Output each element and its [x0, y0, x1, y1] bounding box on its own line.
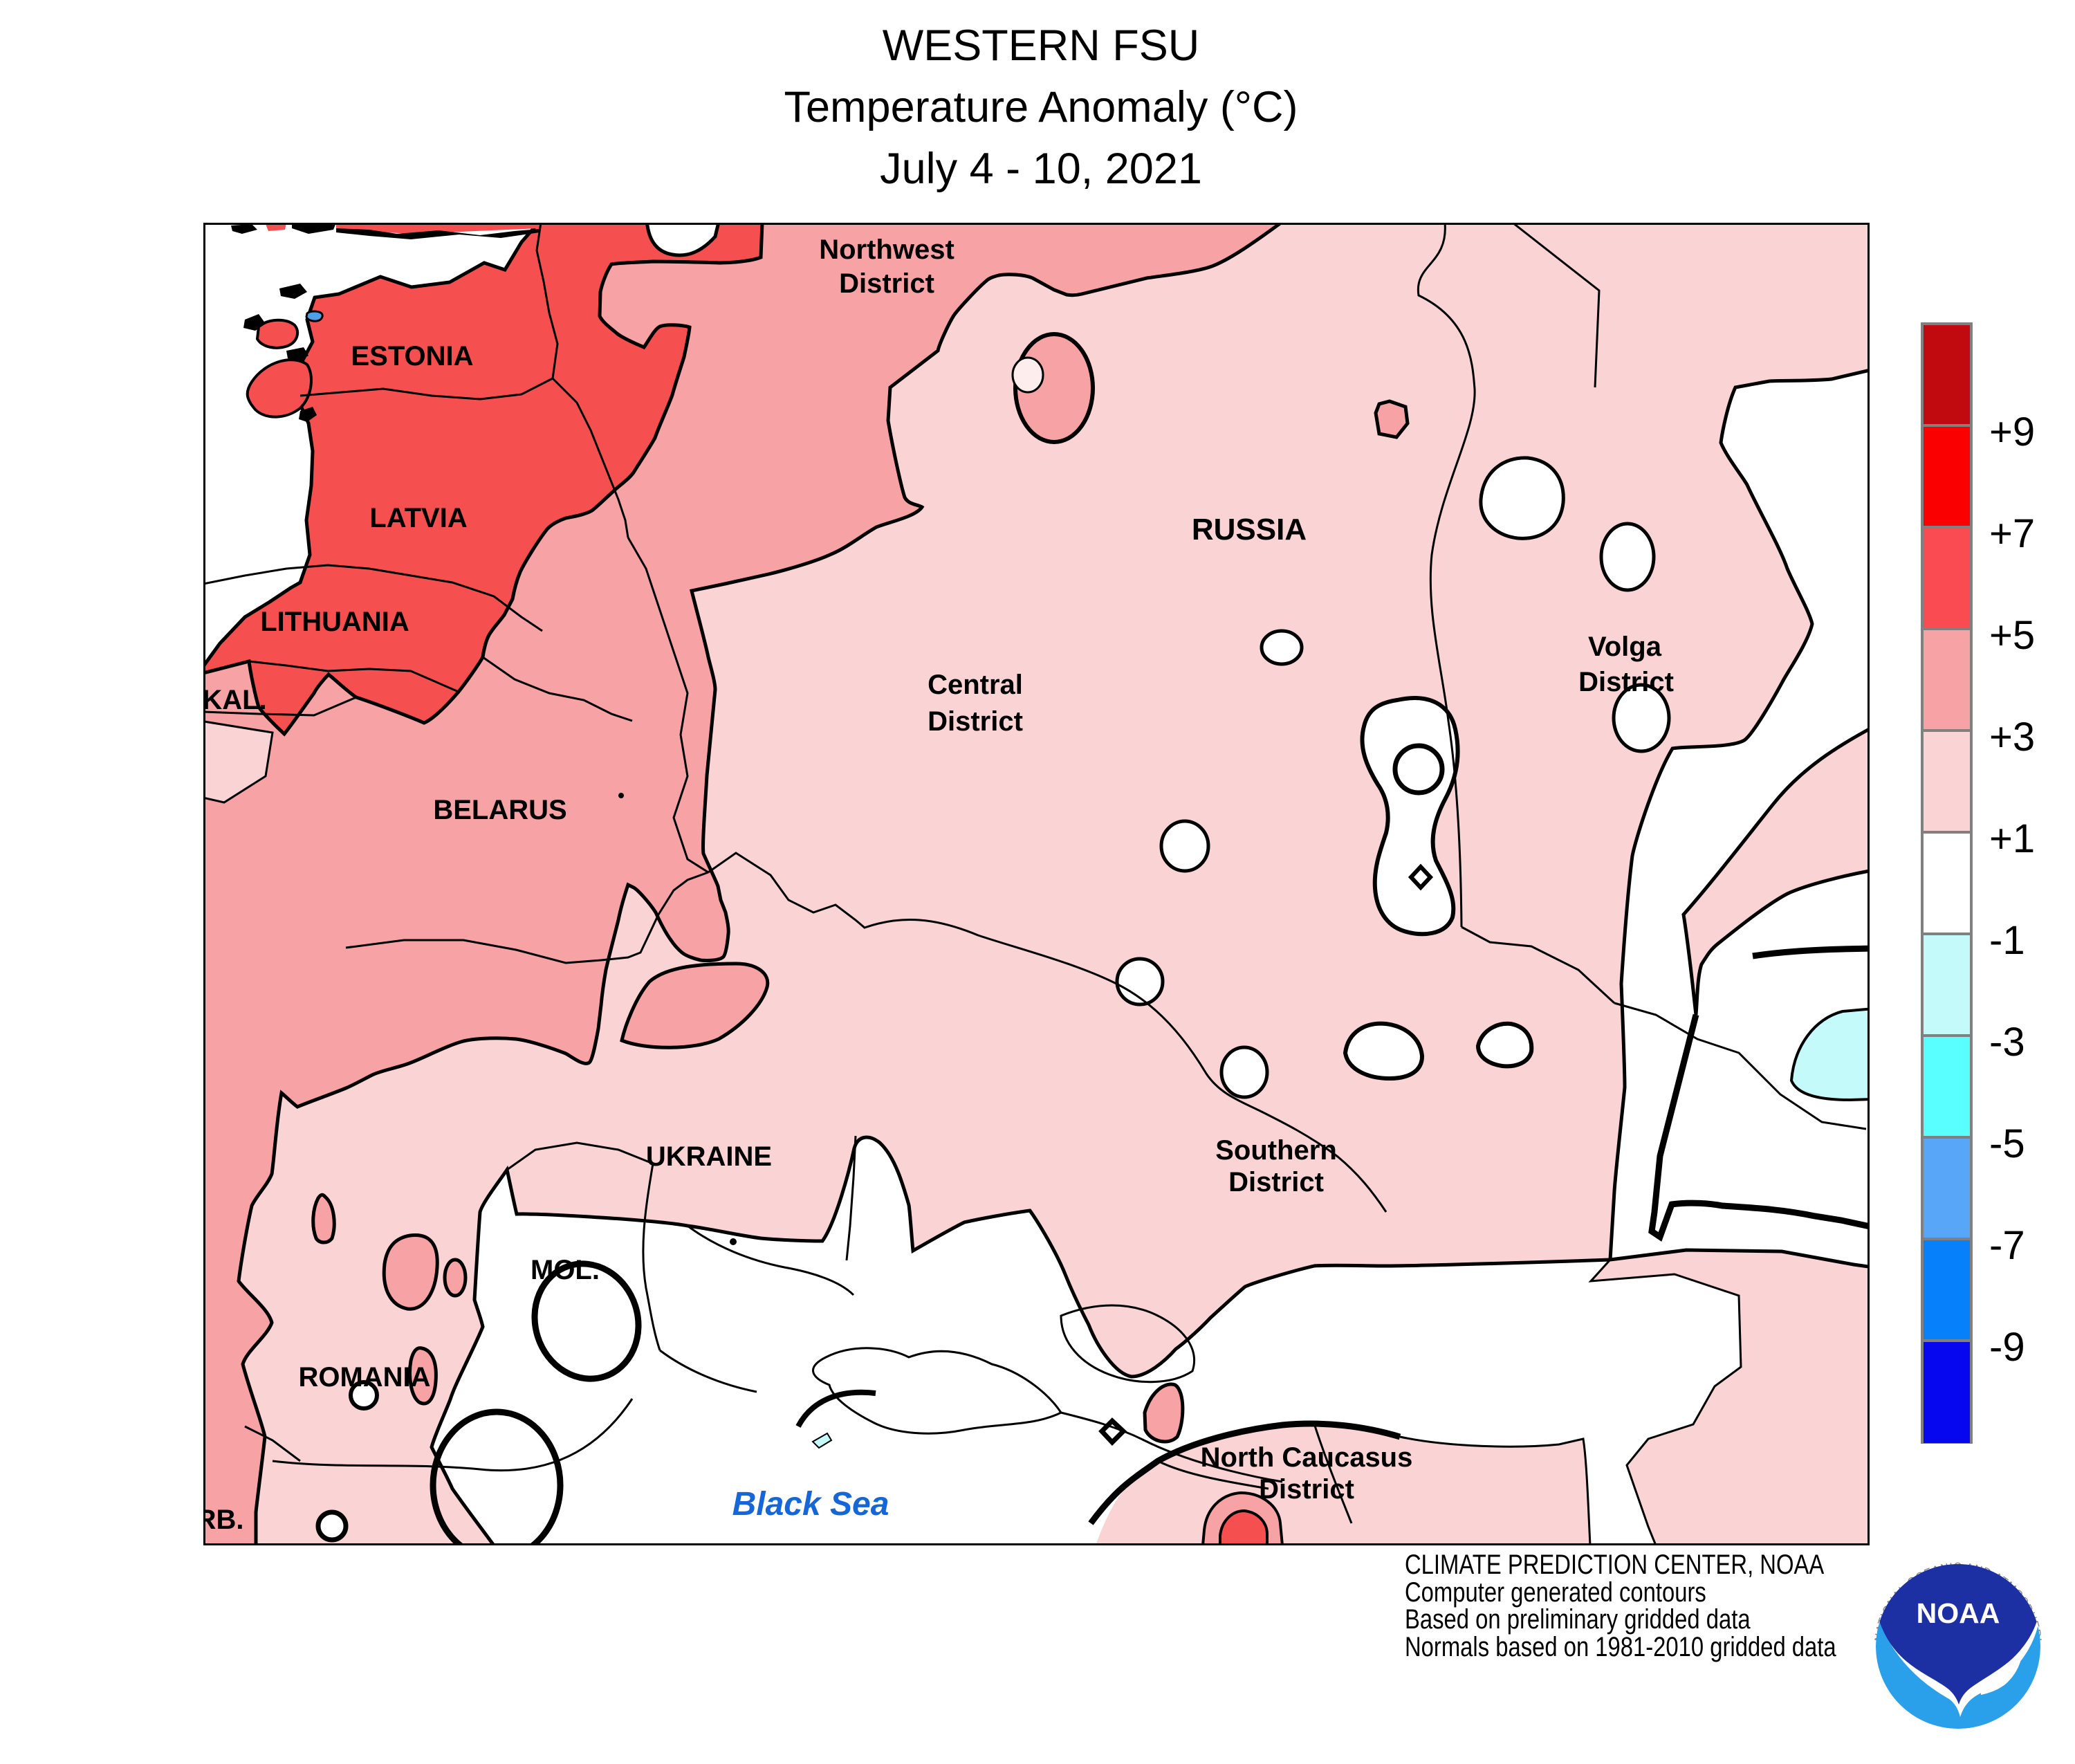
svg-text:RB.: RB. [203, 1505, 243, 1535]
svg-text:District: District [928, 706, 1023, 737]
svg-text:District: District [1259, 1474, 1354, 1505]
svg-text:ROMANIA: ROMANIA [298, 1362, 430, 1393]
svg-text:Central: Central [928, 670, 1023, 700]
svg-text:Black Sea: Black Sea [732, 1486, 889, 1523]
svg-text:LATVIA: LATVIA [369, 503, 467, 533]
svg-text:Northwest: Northwest [819, 235, 954, 265]
svg-text:RUSSIA: RUSSIA [1192, 513, 1307, 546]
svg-text:District: District [839, 268, 934, 299]
svg-text:BELARUS: BELARUS [433, 795, 566, 825]
svg-text:Volga: Volga [1588, 632, 1662, 662]
svg-text:Southern: Southern [1215, 1135, 1337, 1166]
svg-text:NOAA: NOAA [1917, 1597, 2000, 1629]
svg-text:District: District [1228, 1167, 1324, 1197]
svg-text:MOL.: MOL. [531, 1255, 600, 1285]
svg-text:LITHUANIA: LITHUANIA [260, 607, 409, 637]
svg-text:North Caucasus: North Caucasus [1201, 1442, 1413, 1473]
svg-text:ESTONIA: ESTONIA [351, 341, 473, 371]
svg-text:UKRAINE: UKRAINE [646, 1141, 772, 1172]
svg-text:District: District [1578, 667, 1674, 697]
svg-text:KAL.: KAL. [203, 685, 267, 715]
